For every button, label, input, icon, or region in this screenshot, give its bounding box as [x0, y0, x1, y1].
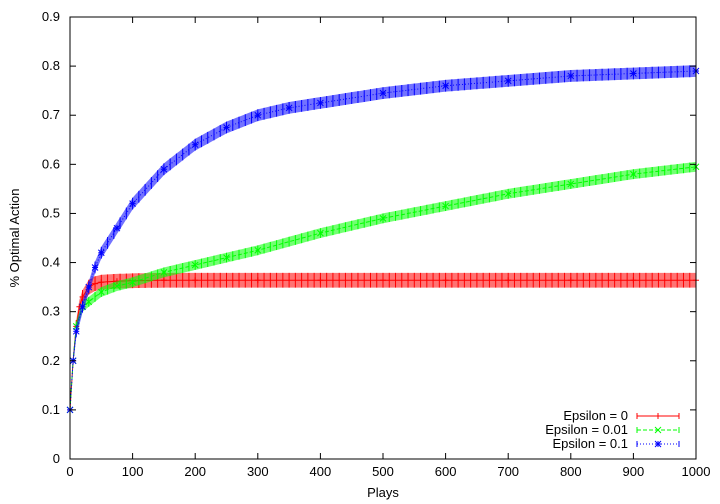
y-tick-label: 0.1: [42, 402, 60, 417]
series-3-point-d2: [379, 89, 387, 97]
series-3-point-d2: [129, 200, 136, 207]
x-tick-label: 200: [184, 464, 206, 479]
series-3-point-d2: [254, 111, 262, 119]
x-tick-label: 300: [247, 464, 269, 479]
series-3-point-d2: [72, 327, 80, 335]
series-3-point-d2: [504, 77, 512, 85]
legend-marker-3-d2: [654, 440, 662, 448]
axes-layer: 0 0.1 0.2 0.3 0.4 0.5 0.6 0.7 0.8 0.9 0 100 200 300 40…: [42, 9, 711, 479]
series-3: [66, 65, 700, 414]
y-tick-label: 0.9: [42, 9, 60, 24]
series-2-point-d2: [254, 246, 262, 254]
series-2-point-d2: [567, 180, 575, 188]
series-3-point-d2: [317, 99, 324, 107]
x-tick-label: 500: [372, 464, 394, 479]
legend-label-3: Epsilon = 0.1: [552, 436, 628, 451]
y-tick-label: 0.8: [42, 58, 60, 73]
x-tick-label: 900: [623, 464, 645, 479]
series-2-point-d2: [85, 298, 93, 306]
y-tick-label: 0.5: [42, 205, 60, 220]
x-tick-label: 400: [310, 464, 332, 479]
y-tick-label: 0.4: [42, 255, 60, 270]
series-3-point-d2: [285, 104, 293, 112]
series-2-point-d2: [442, 202, 449, 210]
series-3-point-d2: [442, 82, 449, 90]
series-3-point-d2: [113, 224, 121, 232]
series-3-point-d2: [630, 70, 637, 77]
series-2-point-d2: [191, 261, 199, 269]
series-3-point-d2: [79, 303, 86, 311]
y-tick-label: 0: [53, 451, 60, 466]
series-2-point-d2: [129, 278, 136, 286]
series-2-point-d2: [113, 282, 121, 290]
series-3-line: [69, 70, 697, 410]
series-3-point-d2: [91, 264, 99, 271]
series-2-point-d2: [223, 254, 230, 261]
y-tick-label: 0.2: [42, 353, 60, 368]
series-layer: [66, 65, 700, 414]
legend-label-1: Epsilon = 0: [563, 408, 628, 423]
series-2-point-d2: [317, 229, 324, 237]
x-tick-label: 100: [122, 464, 144, 479]
x-tick-label: 700: [497, 464, 519, 479]
legend-label-2: Epsilon = 0.01: [545, 422, 628, 437]
legend-marker-2-d2: [654, 426, 662, 434]
series-2-line: [69, 166, 697, 410]
y-tick-label: 0.3: [42, 304, 60, 319]
x-tick-label: 1000: [682, 464, 711, 479]
legend-item-3: Epsilon = 0.1: [552, 436, 680, 451]
legend-item-2: Epsilon = 0.01: [545, 422, 680, 437]
x-axis-title: Plays: [367, 485, 399, 500]
y-tick-label: 0.7: [42, 107, 60, 122]
legend-item-1: Epsilon = 0: [563, 408, 680, 423]
series-2-point-d2: [379, 215, 387, 222]
series-3-point-d2: [160, 165, 168, 173]
series-3-point-d2: [223, 124, 230, 131]
series-2-point-d2: [160, 269, 168, 276]
series-2-point-d2: [504, 190, 512, 198]
series-3-point-d2: [191, 141, 199, 149]
x-tick-label: 600: [435, 464, 457, 479]
series-3-point-d2: [85, 283, 93, 291]
x-tick-label: 0: [66, 464, 73, 479]
series-3-point-d2: [97, 249, 105, 257]
series-2-point-d2: [97, 288, 105, 296]
series-3-point-d2: [567, 72, 575, 80]
series-2-point-d2: [630, 170, 637, 178]
y-tick-label: 0.6: [42, 156, 60, 171]
y-axis-title: % Optimal Action: [7, 189, 22, 288]
x-tick-label: 800: [560, 464, 582, 479]
